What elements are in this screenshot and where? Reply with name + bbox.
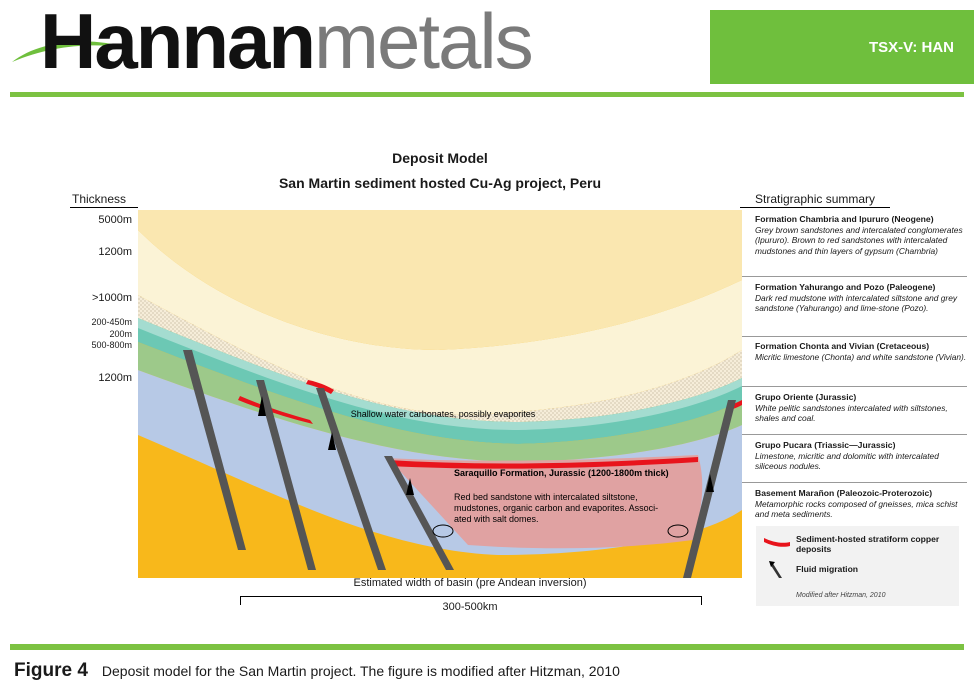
strat-entry-name: Formation Yahurango and Pozo (Paleogene) xyxy=(755,282,936,292)
strat-divider xyxy=(742,386,967,387)
thickness-label: 500-800m xyxy=(91,340,132,350)
thickness-label: 1200m xyxy=(98,372,132,384)
copper-legend-icon xyxy=(764,538,790,547)
strat-entry-name: Formation Chambria and Ipururo (Neogene) xyxy=(755,214,934,224)
fault-line xyxy=(316,388,386,570)
hannan-metals-logo: Hannanmetals xyxy=(10,0,610,85)
strat-entry-desc: Dark red mudstone with intercalated silt… xyxy=(755,292,958,314)
strat-entry-desc: Micritic limestone (Chonta) and white sa… xyxy=(755,351,967,362)
fluid-legend-label: Fluid migration xyxy=(796,564,859,574)
fluid-arrow-icon xyxy=(258,396,266,416)
thickness-label: 1200m xyxy=(98,246,132,258)
logo-swoosh-icon xyxy=(12,41,128,62)
cretaceous-light-band xyxy=(138,318,742,430)
saraquillo-desc-line: Red bed sandstone with intercalated silt… xyxy=(454,492,638,502)
ticker-badge: TSX-V: HAN xyxy=(710,10,974,84)
saraquillo-title-label: Saraquillo Formation, Jurassic (1200-180… xyxy=(454,468,669,478)
salt-dome-icon xyxy=(432,524,454,538)
basin-width-value: 300-500km xyxy=(442,601,498,613)
strat-entry-jurassic: Grupo Oriente (Jurassic) White pelitic s… xyxy=(755,392,970,424)
strat-entry-name: Grupo Oriente (Jurassic) xyxy=(755,392,857,402)
copper-deposit xyxy=(306,380,334,394)
saraquillo-layer xyxy=(388,455,703,549)
saraquillo-desc-line: ated with salt domes. xyxy=(454,514,539,524)
fault-line xyxy=(256,380,316,570)
basin-width-label: Estimated width of basin (pre Andean inv… xyxy=(353,577,587,589)
legend-note: Modified after Hitzman, 2010 xyxy=(796,592,886,599)
strat-divider xyxy=(742,434,967,435)
caption-text: Deposit model for the San Martin project… xyxy=(101,663,620,679)
strat-entry-desc: Limestone, micritic and dolomitic with i… xyxy=(755,450,939,472)
thickness-label: 5000m xyxy=(98,214,132,226)
fluid-arrow-icon xyxy=(406,478,414,495)
bottom-divider xyxy=(10,644,964,650)
logo-text-metals: metals xyxy=(314,0,534,85)
strat-entry-name: Basement Marañon (Paleozoic-Proterozoic) xyxy=(755,488,933,498)
strat-entry-paleogene: Formation Yahurango and Pozo (Paleogene)… xyxy=(755,282,970,314)
figure-subtitle: San Martin sediment hosted Cu-Ag project… xyxy=(278,175,602,191)
ticker-text: TSX-V: HAN xyxy=(868,38,954,56)
copper-deposit xyxy=(388,457,698,469)
thickness-header: Thickness xyxy=(72,192,127,206)
strat-divider xyxy=(742,276,967,277)
saraquillo-desc-line: mudstones, organic carbon and evaporites… xyxy=(454,503,658,513)
basin-width-bracket xyxy=(240,596,702,605)
strat-entry-desc: Metamorphic rocks composed of gneisses, … xyxy=(755,498,958,520)
strat-entry-neogene: Formation Chambria and Ipururo (Neogene)… xyxy=(755,214,970,256)
figure-number: Figure 4 xyxy=(14,660,88,681)
thickness-label: 200-450m xyxy=(91,317,132,327)
neogene-layer xyxy=(138,210,742,350)
top-divider xyxy=(10,92,964,97)
strat-entry-basement: Basement Marañon (Paleozoic-Proterozoic)… xyxy=(755,488,970,520)
logo-text-hannan: Hannan xyxy=(40,0,316,85)
figure-caption: Figure 4 Deposit model for the San Martin… xyxy=(14,660,620,682)
strat-entry-triassic: Grupo Pucara (Triassic—Jurassic) Limesto… xyxy=(755,440,970,472)
strat-divider xyxy=(742,336,967,337)
copper-deposit xyxy=(238,396,313,424)
legend-box: Sediment-hosted stratiform copper deposi… xyxy=(756,526,959,606)
fluid-migration-icon xyxy=(769,561,782,578)
thickness-header-rule xyxy=(70,207,138,208)
strat-entry-name: Formation Chonta and Vivian (Cretaceous) xyxy=(755,341,930,351)
fluid-arrow-icon xyxy=(706,474,714,492)
jurassic-layer xyxy=(138,342,742,462)
paleogene-layer xyxy=(138,230,742,415)
salt-dome-icon xyxy=(667,524,689,538)
stratigraphy-header: Stratigraphic summary xyxy=(755,192,876,206)
strat-entry-name: Grupo Pucara (Triassic—Jurassic) xyxy=(755,440,896,450)
thickness-label: 200m xyxy=(109,329,132,339)
stratigraphy-header-rule xyxy=(740,207,890,208)
thickness-label: >1000m xyxy=(91,292,132,304)
dotted-band xyxy=(138,295,742,422)
carbonates-label: Shallow water carbonates, possibly evapo… xyxy=(351,409,536,419)
fault-line xyxy=(384,456,454,570)
strat-divider xyxy=(742,482,967,483)
figure-title: Deposit Model xyxy=(392,150,488,166)
cross-section-diagram: Shallow water carbonates, possibly evapo… xyxy=(138,210,742,578)
fluid-arrow-icon xyxy=(328,432,336,450)
copper-legend-label: Sediment-hosted stratiform copper deposi… xyxy=(796,534,940,554)
strat-entry-cretaceous: Formation Chonta and Vivian (Cretaceous)… xyxy=(755,341,970,362)
strat-entry-desc: Grey brown sandstones and intercalated c… xyxy=(755,224,963,256)
fault-line xyxy=(183,350,246,550)
strat-entry-desc: White pelitic sandstones intercalated wi… xyxy=(755,402,948,424)
